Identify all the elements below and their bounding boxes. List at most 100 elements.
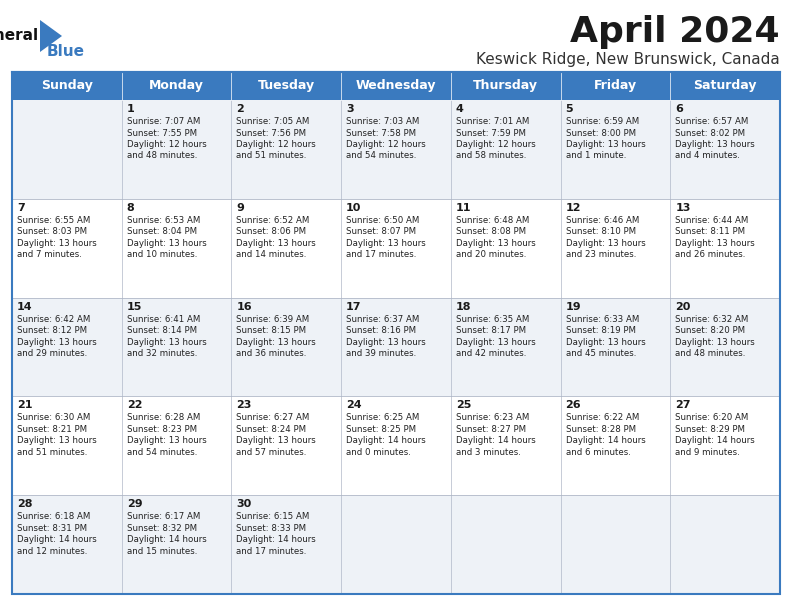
Text: Daylight: 14 hours: Daylight: 14 hours xyxy=(127,536,207,544)
Text: Sunset: 8:14 PM: Sunset: 8:14 PM xyxy=(127,326,197,335)
Text: Sunrise: 6:41 AM: Sunrise: 6:41 AM xyxy=(127,315,200,324)
Text: 11: 11 xyxy=(456,203,471,213)
Text: Daylight: 13 hours: Daylight: 13 hours xyxy=(17,436,97,446)
Text: Sunrise: 6:48 AM: Sunrise: 6:48 AM xyxy=(456,216,529,225)
Text: 1: 1 xyxy=(127,104,135,114)
Text: and 15 minutes.: and 15 minutes. xyxy=(127,547,197,556)
Text: Wednesday: Wednesday xyxy=(356,80,436,92)
Text: Sunset: 8:11 PM: Sunset: 8:11 PM xyxy=(676,227,745,236)
Text: 22: 22 xyxy=(127,400,143,411)
Text: Daylight: 13 hours: Daylight: 13 hours xyxy=(565,338,645,346)
Bar xyxy=(12,397,780,495)
Text: 13: 13 xyxy=(676,203,691,213)
Text: and 48 minutes.: and 48 minutes. xyxy=(676,349,745,358)
Text: and 51 minutes.: and 51 minutes. xyxy=(237,152,307,160)
Text: Daylight: 12 hours: Daylight: 12 hours xyxy=(127,140,207,149)
Text: Thursday: Thursday xyxy=(473,80,539,92)
Text: Sunrise: 6:33 AM: Sunrise: 6:33 AM xyxy=(565,315,639,324)
Text: and 12 minutes.: and 12 minutes. xyxy=(17,547,87,556)
Text: Sunset: 8:07 PM: Sunset: 8:07 PM xyxy=(346,227,417,236)
Text: Saturday: Saturday xyxy=(693,80,757,92)
Text: and 58 minutes.: and 58 minutes. xyxy=(456,152,526,160)
Text: Daylight: 13 hours: Daylight: 13 hours xyxy=(17,338,97,346)
Text: Sunrise: 6:30 AM: Sunrise: 6:30 AM xyxy=(17,413,90,422)
Text: Daylight: 13 hours: Daylight: 13 hours xyxy=(565,140,645,149)
Bar xyxy=(12,297,780,397)
Text: Sunrise: 6:42 AM: Sunrise: 6:42 AM xyxy=(17,315,90,324)
Text: 24: 24 xyxy=(346,400,362,411)
Text: Sunrise: 6:32 AM: Sunrise: 6:32 AM xyxy=(676,315,748,324)
Text: Daylight: 13 hours: Daylight: 13 hours xyxy=(565,239,645,248)
Text: Sunrise: 6:44 AM: Sunrise: 6:44 AM xyxy=(676,216,748,225)
Text: 7: 7 xyxy=(17,203,25,213)
Text: Daylight: 13 hours: Daylight: 13 hours xyxy=(346,239,426,248)
Text: Sunset: 8:08 PM: Sunset: 8:08 PM xyxy=(456,227,526,236)
Text: Sunrise: 6:52 AM: Sunrise: 6:52 AM xyxy=(237,216,310,225)
Text: Daylight: 13 hours: Daylight: 13 hours xyxy=(17,239,97,248)
Text: Sunset: 8:12 PM: Sunset: 8:12 PM xyxy=(17,326,87,335)
Text: Keswick Ridge, New Brunswick, Canada: Keswick Ridge, New Brunswick, Canada xyxy=(476,52,780,67)
Text: Sunset: 8:31 PM: Sunset: 8:31 PM xyxy=(17,524,87,532)
Text: Daylight: 13 hours: Daylight: 13 hours xyxy=(237,436,316,446)
Text: Daylight: 13 hours: Daylight: 13 hours xyxy=(127,436,207,446)
Text: 27: 27 xyxy=(676,400,691,411)
Text: 10: 10 xyxy=(346,203,361,213)
Text: Sunset: 8:33 PM: Sunset: 8:33 PM xyxy=(237,524,307,532)
Text: Daylight: 14 hours: Daylight: 14 hours xyxy=(456,436,535,446)
Text: Sunrise: 7:07 AM: Sunrise: 7:07 AM xyxy=(127,117,200,126)
Text: Sunrise: 7:05 AM: Sunrise: 7:05 AM xyxy=(237,117,310,126)
Text: Daylight: 13 hours: Daylight: 13 hours xyxy=(237,338,316,346)
Text: and 48 minutes.: and 48 minutes. xyxy=(127,152,197,160)
Text: Sunset: 8:15 PM: Sunset: 8:15 PM xyxy=(237,326,307,335)
Text: Sunset: 8:24 PM: Sunset: 8:24 PM xyxy=(237,425,307,434)
Text: Tuesday: Tuesday xyxy=(257,80,315,92)
Bar xyxy=(12,495,780,594)
Text: Sunrise: 6:55 AM: Sunrise: 6:55 AM xyxy=(17,216,90,225)
Text: Daylight: 13 hours: Daylight: 13 hours xyxy=(676,338,755,346)
Text: Sunset: 7:55 PM: Sunset: 7:55 PM xyxy=(127,129,197,138)
Text: Daylight: 13 hours: Daylight: 13 hours xyxy=(676,239,755,248)
Text: Sunset: 8:10 PM: Sunset: 8:10 PM xyxy=(565,227,636,236)
Text: 14: 14 xyxy=(17,302,32,312)
Text: Sunrise: 6:57 AM: Sunrise: 6:57 AM xyxy=(676,117,748,126)
Text: Sunset: 8:02 PM: Sunset: 8:02 PM xyxy=(676,129,745,138)
Text: and 10 minutes.: and 10 minutes. xyxy=(127,250,197,259)
Text: 12: 12 xyxy=(565,203,581,213)
Text: and 14 minutes.: and 14 minutes. xyxy=(237,250,307,259)
Text: 30: 30 xyxy=(237,499,252,509)
Text: and 17 minutes.: and 17 minutes. xyxy=(346,250,417,259)
Text: Sunset: 8:16 PM: Sunset: 8:16 PM xyxy=(346,326,417,335)
Text: Sunset: 8:06 PM: Sunset: 8:06 PM xyxy=(237,227,307,236)
Text: Sunset: 7:56 PM: Sunset: 7:56 PM xyxy=(237,129,307,138)
Text: April 2024: April 2024 xyxy=(570,15,780,49)
Text: Sunset: 8:03 PM: Sunset: 8:03 PM xyxy=(17,227,87,236)
Text: Sunset: 8:25 PM: Sunset: 8:25 PM xyxy=(346,425,417,434)
Text: Sunset: 8:23 PM: Sunset: 8:23 PM xyxy=(127,425,197,434)
Text: and 42 minutes.: and 42 minutes. xyxy=(456,349,526,358)
Text: Sunrise: 6:50 AM: Sunrise: 6:50 AM xyxy=(346,216,420,225)
Polygon shape xyxy=(40,20,62,52)
Text: and 45 minutes.: and 45 minutes. xyxy=(565,349,636,358)
Text: Sunrise: 6:59 AM: Sunrise: 6:59 AM xyxy=(565,117,639,126)
Text: Sunrise: 6:18 AM: Sunrise: 6:18 AM xyxy=(17,512,90,521)
Text: Sunday: Sunday xyxy=(41,80,93,92)
Text: Sunset: 8:21 PM: Sunset: 8:21 PM xyxy=(17,425,87,434)
Text: and 54 minutes.: and 54 minutes. xyxy=(346,152,417,160)
Text: and 39 minutes.: and 39 minutes. xyxy=(346,349,417,358)
Text: Daylight: 13 hours: Daylight: 13 hours xyxy=(237,239,316,248)
Text: Sunrise: 6:37 AM: Sunrise: 6:37 AM xyxy=(346,315,420,324)
Text: and 20 minutes.: and 20 minutes. xyxy=(456,250,526,259)
Text: 8: 8 xyxy=(127,203,135,213)
Text: 17: 17 xyxy=(346,302,362,312)
Bar xyxy=(12,72,780,100)
Text: Sunrise: 7:03 AM: Sunrise: 7:03 AM xyxy=(346,117,420,126)
Text: Sunrise: 7:01 AM: Sunrise: 7:01 AM xyxy=(456,117,529,126)
Text: Daylight: 13 hours: Daylight: 13 hours xyxy=(456,338,535,346)
Text: and 1 minute.: and 1 minute. xyxy=(565,152,626,160)
Text: 23: 23 xyxy=(237,400,252,411)
Text: 3: 3 xyxy=(346,104,354,114)
Text: 29: 29 xyxy=(127,499,143,509)
Text: Sunset: 8:32 PM: Sunset: 8:32 PM xyxy=(127,524,197,532)
Text: General: General xyxy=(0,28,38,43)
Text: Daylight: 13 hours: Daylight: 13 hours xyxy=(456,239,535,248)
